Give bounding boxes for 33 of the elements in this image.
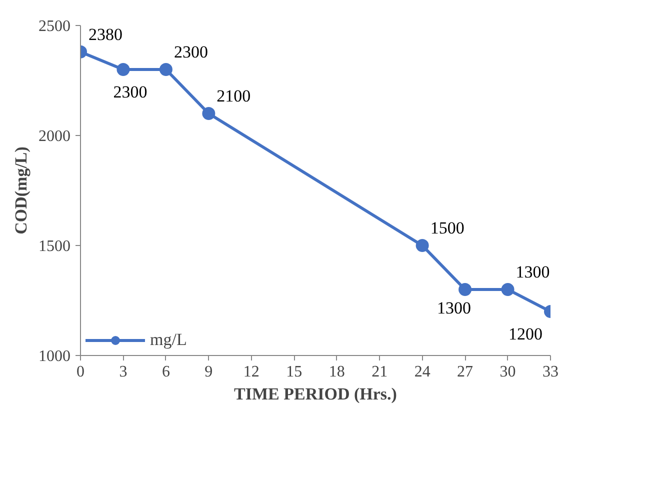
point — [416, 239, 429, 252]
y-tick-label: 1000 — [38, 348, 70, 365]
data-label: 2300 — [113, 82, 148, 102]
y-tick-label: 1500 — [38, 238, 70, 255]
data-label: 2380 — [88, 24, 122, 44]
point — [501, 283, 514, 296]
data-label: 2300 — [174, 42, 208, 62]
x-tick-label: 15 — [286, 364, 302, 380]
y-tick-label: 2500 — [38, 18, 70, 35]
x-tick-label: 21 — [372, 364, 388, 380]
x-tick-label: 0 — [76, 364, 84, 380]
point — [159, 63, 172, 76]
data-label: 1200 — [508, 324, 542, 344]
point — [202, 107, 216, 120]
data-label: 1300 — [516, 262, 550, 282]
point — [116, 63, 130, 76]
x-tick-label: 12 — [243, 364, 260, 380]
x-tick-label: 9 — [204, 364, 213, 380]
x-tick-label: 30 — [500, 364, 516, 380]
x-tick-label: 3 — [119, 364, 128, 380]
x-tick-label: 27 — [457, 364, 474, 380]
y-tick-label: 2000 — [38, 128, 70, 145]
data-label: 1500 — [430, 218, 464, 238]
x-tick-label: 18 — [328, 364, 345, 380]
x-axis-title: TIME PERIOD (Hrs.) — [234, 384, 397, 404]
legend-label: mg/L — [150, 330, 187, 350]
point — [458, 283, 472, 296]
x-tick-label: 6 — [162, 364, 170, 380]
data-label: 2100 — [216, 86, 251, 106]
x-tick-label: 33 — [542, 364, 558, 380]
x-tick-label: 24 — [414, 364, 430, 380]
data-label: 1300 — [437, 298, 472, 318]
y-axis-title: COD(mg/L) — [12, 146, 30, 234]
